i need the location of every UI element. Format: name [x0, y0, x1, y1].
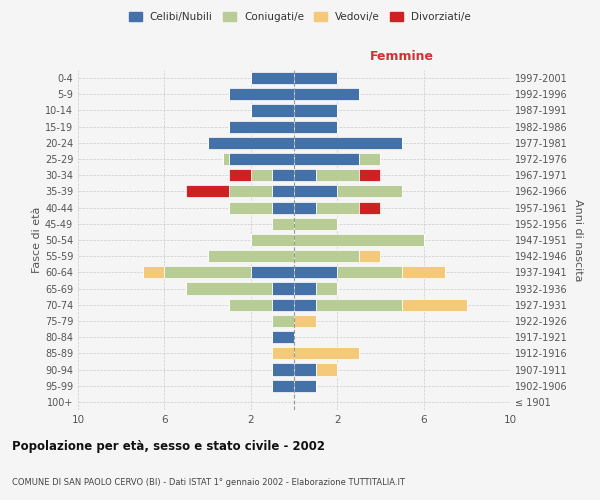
Bar: [294, 250, 359, 262]
Bar: [251, 266, 294, 278]
Bar: [272, 282, 294, 294]
Bar: [316, 298, 402, 311]
Bar: [294, 218, 337, 230]
Bar: [316, 202, 359, 213]
Bar: [359, 250, 380, 262]
Bar: [294, 186, 337, 198]
Bar: [251, 169, 272, 181]
Bar: [272, 315, 294, 327]
Bar: [294, 298, 316, 311]
Bar: [272, 202, 294, 213]
Bar: [337, 186, 402, 198]
Bar: [359, 153, 380, 165]
Bar: [294, 104, 337, 117]
Bar: [251, 72, 294, 84]
Bar: [294, 234, 424, 246]
Bar: [229, 202, 272, 213]
Bar: [294, 169, 316, 181]
Bar: [208, 250, 294, 262]
Bar: [359, 202, 380, 213]
Bar: [272, 331, 294, 343]
Bar: [316, 282, 337, 294]
Bar: [337, 266, 402, 278]
Bar: [272, 169, 294, 181]
Bar: [294, 266, 337, 278]
Bar: [251, 104, 294, 117]
Bar: [186, 282, 272, 294]
Bar: [272, 380, 294, 392]
Legend: Celibi/Nubili, Coniugati/e, Vedovi/e, Divorziati/e: Celibi/Nubili, Coniugati/e, Vedovi/e, Di…: [125, 8, 475, 26]
Bar: [251, 234, 294, 246]
Bar: [294, 72, 337, 84]
Y-axis label: Anni di nascita: Anni di nascita: [573, 198, 583, 281]
Bar: [316, 169, 359, 181]
Bar: [229, 298, 272, 311]
Bar: [294, 120, 337, 132]
Bar: [294, 88, 359, 101]
Bar: [223, 153, 229, 165]
Bar: [229, 153, 294, 165]
Bar: [272, 364, 294, 376]
Bar: [229, 120, 294, 132]
Bar: [272, 348, 294, 360]
Y-axis label: Fasce di età: Fasce di età: [32, 207, 42, 273]
Bar: [272, 298, 294, 311]
Bar: [294, 364, 316, 376]
Bar: [402, 298, 467, 311]
Bar: [294, 315, 316, 327]
Bar: [294, 348, 359, 360]
Bar: [316, 364, 337, 376]
Bar: [402, 266, 445, 278]
Bar: [359, 169, 380, 181]
Bar: [164, 266, 251, 278]
Text: COMUNE DI SAN PAOLO CERVO (BI) - Dati ISTAT 1° gennaio 2002 - Elaborazione TUTTI: COMUNE DI SAN PAOLO CERVO (BI) - Dati IS…: [12, 478, 405, 487]
Bar: [294, 153, 359, 165]
Bar: [229, 88, 294, 101]
Bar: [272, 218, 294, 230]
Bar: [143, 266, 164, 278]
Bar: [272, 186, 294, 198]
Bar: [186, 186, 229, 198]
Bar: [294, 282, 316, 294]
Bar: [294, 380, 316, 392]
Text: Popolazione per età, sesso e stato civile - 2002: Popolazione per età, sesso e stato civil…: [12, 440, 325, 453]
Bar: [294, 137, 402, 149]
Bar: [294, 202, 316, 213]
Bar: [208, 137, 294, 149]
Bar: [229, 169, 251, 181]
Text: Femmine: Femmine: [370, 50, 434, 63]
Bar: [229, 186, 272, 198]
